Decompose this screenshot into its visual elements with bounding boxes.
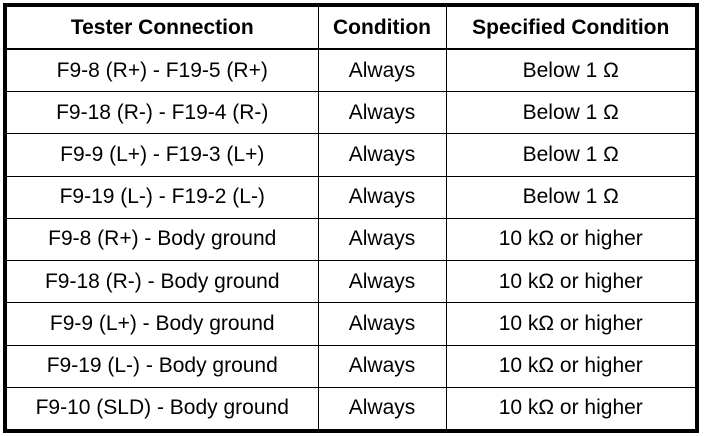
- specified-condition-cell: 10 kΩ or higher: [445, 260, 698, 304]
- tester-connection-table: Tester Connection Condition Specified Co…: [3, 3, 699, 433]
- table-row: F9-9 (L+) - F19-3 (L+) Always Below 1 Ω: [4, 133, 698, 177]
- specified-condition-cell: 10 kΩ or higher: [445, 302, 698, 346]
- table-row: F9-9 (L+) - Body ground Always 10 kΩ or hi…: [4, 302, 698, 346]
- tester-connection-cell: F9-19 (L-) - F19-2 (L-): [4, 175, 319, 219]
- tester-connection-cell: F9-19 (L-) - Body ground: [4, 344, 319, 388]
- specified-condition-cell: 10 kΩ or higher: [445, 217, 698, 262]
- table-row: F9-8 (R+) - F19-5 (R+) Always Below 1 Ω: [4, 48, 698, 93]
- condition-cell: Always: [317, 48, 447, 93]
- tester-connection-cell: F9-8 (R+) - F19-5 (R+): [4, 48, 319, 93]
- tester-connection-cell: F9-8 (R+) - Body ground: [4, 217, 319, 262]
- table-row: F9-8 (R+) - Body ground Always 10 kΩ or hi…: [4, 217, 698, 262]
- specified-condition-cell: Below 1 Ω: [445, 48, 698, 93]
- header-specified-condition: Specified Condition: [445, 4, 698, 50]
- condition-cell: Always: [317, 344, 447, 388]
- specified-condition-cell: Below 1 Ω: [445, 91, 698, 135]
- condition-cell: Always: [317, 91, 447, 135]
- condition-cell: Always: [317, 175, 447, 219]
- header-row: Tester Connection Condition Specified Co…: [4, 4, 698, 50]
- tester-connection-cell: F9-10 (SLD) - Body ground: [4, 386, 319, 432]
- specified-condition-cell: 10 kΩ or higher: [445, 344, 698, 388]
- tester-connection-cell: F9-18 (R-) - Body ground: [4, 260, 319, 304]
- table-row: F9-10 (SLD) - Body ground Always 10 kΩ or …: [4, 386, 698, 432]
- specified-condition-cell: Below 1 Ω: [445, 133, 698, 177]
- table-row: F9-19 (L-) - F19-2 (L-) Always Below 1 Ω: [4, 175, 698, 219]
- condition-cell: Always: [317, 386, 447, 432]
- table-row: F9-19 (L-) - Body ground Always 10 kΩ or h…: [4, 344, 698, 388]
- tester-connection-cell: F9-9 (L+) - F19-3 (L+): [4, 133, 319, 177]
- condition-cell: Always: [317, 302, 447, 346]
- specified-condition-cell: Below 1 Ω: [445, 175, 698, 219]
- header-tester-connection: Tester Connection: [4, 4, 319, 50]
- header-condition: Condition: [317, 4, 447, 50]
- tester-connection-cell: F9-9 (L+) - Body ground: [4, 302, 319, 346]
- specified-condition-cell: 10 kΩ or higher: [445, 386, 698, 432]
- table-row: F9-18 (R-) - F19-4 (R-) Always Below 1 Ω: [4, 91, 698, 135]
- tester-connection-cell: F9-18 (R-) - F19-4 (R-): [4, 91, 319, 135]
- condition-cell: Always: [317, 133, 447, 177]
- condition-cell: Always: [317, 260, 447, 304]
- condition-cell: Always: [317, 217, 447, 262]
- table-row: F9-18 (R-) - Body ground Always 10 kΩ or h…: [4, 260, 698, 304]
